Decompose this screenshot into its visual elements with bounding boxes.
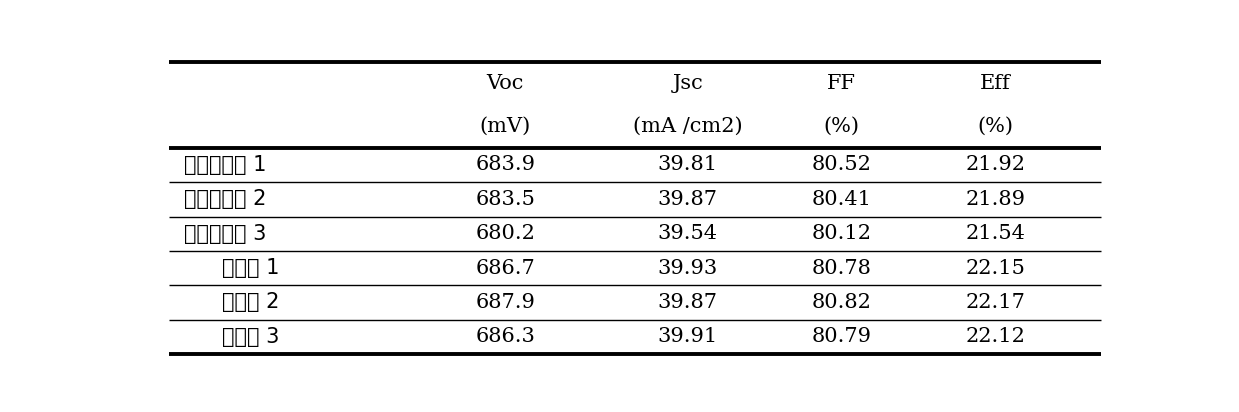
Text: 80.82: 80.82 bbox=[812, 293, 871, 312]
Text: 680.2: 680.2 bbox=[476, 224, 535, 243]
Text: (mA /cm2): (mA /cm2) bbox=[633, 117, 742, 136]
Text: 687.9: 687.9 bbox=[476, 293, 535, 312]
Text: 683.9: 683.9 bbox=[476, 155, 535, 174]
Text: 对比实施例 1: 对比实施例 1 bbox=[183, 155, 266, 175]
Text: (mV): (mV) bbox=[479, 117, 532, 136]
Text: 683.5: 683.5 bbox=[476, 190, 535, 209]
Text: (%): (%) bbox=[824, 117, 860, 136]
Text: 80.52: 80.52 bbox=[812, 155, 871, 174]
Text: 实施例 1: 实施例 1 bbox=[222, 258, 280, 278]
Text: 39.91: 39.91 bbox=[658, 327, 717, 346]
Text: Eff: Eff bbox=[980, 74, 1011, 93]
Text: 对比实施例 3: 对比实施例 3 bbox=[183, 224, 266, 244]
Text: 80.78: 80.78 bbox=[812, 259, 871, 278]
Text: (%): (%) bbox=[978, 117, 1014, 136]
Text: 21.92: 21.92 bbox=[965, 155, 1025, 174]
Text: 80.12: 80.12 bbox=[812, 224, 871, 243]
Text: 21.54: 21.54 bbox=[965, 224, 1025, 243]
Text: 对比实施例 2: 对比实施例 2 bbox=[183, 190, 266, 209]
Text: 686.3: 686.3 bbox=[476, 327, 535, 346]
Text: 80.41: 80.41 bbox=[812, 190, 871, 209]
Text: 22.12: 22.12 bbox=[965, 327, 1025, 346]
Text: 39.87: 39.87 bbox=[658, 293, 717, 312]
Text: 实施例 3: 实施例 3 bbox=[222, 327, 280, 347]
Text: 80.79: 80.79 bbox=[812, 327, 871, 346]
Text: Voc: Voc bbox=[487, 74, 524, 93]
Text: 22.15: 22.15 bbox=[965, 259, 1025, 278]
Text: 39.54: 39.54 bbox=[658, 224, 717, 243]
Text: Jsc: Jsc bbox=[673, 74, 704, 93]
Text: 实施例 2: 实施例 2 bbox=[222, 293, 280, 312]
Text: FF: FF bbox=[826, 74, 856, 93]
Text: 39.81: 39.81 bbox=[658, 155, 717, 174]
Text: 39.93: 39.93 bbox=[658, 259, 717, 278]
Text: 39.87: 39.87 bbox=[658, 190, 717, 209]
Text: 22.17: 22.17 bbox=[965, 293, 1025, 312]
Text: 21.89: 21.89 bbox=[965, 190, 1025, 209]
Text: 686.7: 686.7 bbox=[476, 259, 535, 278]
